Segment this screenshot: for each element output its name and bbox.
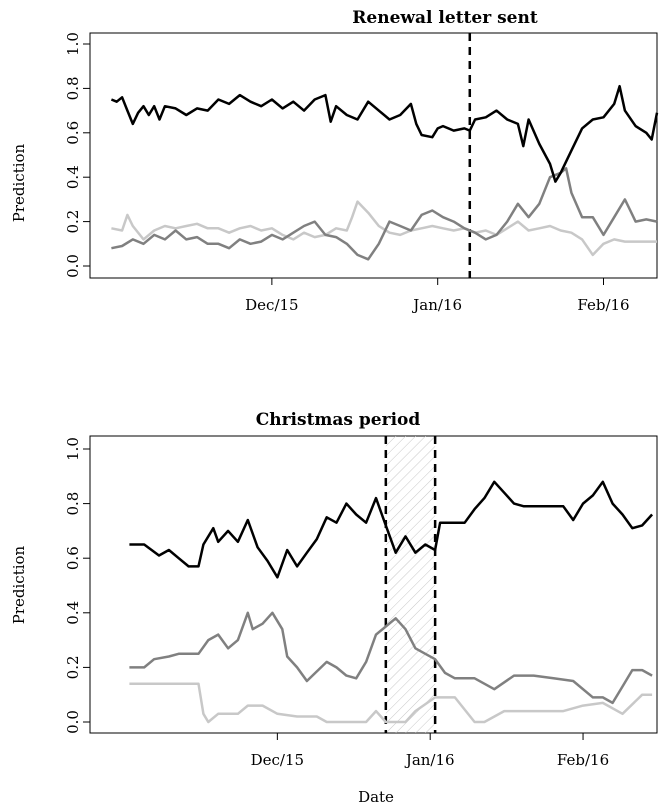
y-tick-label: 0.8 <box>64 492 82 516</box>
plot-box <box>89 435 658 734</box>
series-line <box>129 480 654 579</box>
chart-title: Renewal letter sent <box>352 8 538 28</box>
x-tick-label: Jan/16 <box>411 296 462 314</box>
plot-box <box>89 32 658 279</box>
y-axis-label: Prediction <box>10 545 28 624</box>
x-axis: Dec/15 Jan/16 Feb/16 <box>245 278 630 314</box>
annotation-layer <box>384 436 437 733</box>
y-tick-label: 0.6 <box>64 546 82 570</box>
x-tick-label: Dec/15 <box>245 296 298 314</box>
panel-renewal: Renewal letter sent Prediction 0.0 0.2 0.4… <box>10 8 659 314</box>
series-layer <box>110 84 659 261</box>
x-tick-label: Jan/16 <box>404 751 455 769</box>
y-tick-label: 0.8 <box>64 76 82 100</box>
series-line <box>111 167 658 261</box>
series-layer <box>129 480 654 724</box>
y-tick-label: 0.0 <box>64 254 82 278</box>
x-tick-label: Dec/15 <box>251 751 304 769</box>
y-axis: 0.0 0.2 0.4 0.6 0.8 1.0 <box>64 437 90 734</box>
y-tick-label: 0.4 <box>64 601 82 625</box>
x-axis: Dec/15 Jan/16 Feb/16 <box>251 733 609 769</box>
y-tick-label: 0.0 <box>64 710 82 734</box>
y-tick-label: 0.2 <box>64 210 82 234</box>
y-tick-label: 0.6 <box>64 121 82 145</box>
y-tick-label: 1.0 <box>64 32 82 56</box>
x-tick-label: Feb/16 <box>557 751 609 769</box>
series-line <box>111 200 657 257</box>
y-tick-label: 0.4 <box>64 165 82 189</box>
series-line <box>110 84 659 183</box>
series-line <box>129 611 653 705</box>
y-axis: 0.0 0.2 0.4 0.6 0.8 1.0 <box>64 32 90 278</box>
y-tick-label: 1.0 <box>64 437 82 461</box>
panel-christmas: Christmas period Prediction Date 0.00.20… <box>10 410 658 806</box>
chart-title: Christmas period <box>256 410 421 430</box>
shaded-period <box>385 436 436 733</box>
y-tick-label: 0.2 <box>64 655 82 679</box>
x-tick-label: Feb/16 <box>577 296 629 314</box>
x-axis-label: Date <box>358 788 394 806</box>
y-axis-label: Prediction <box>10 143 28 222</box>
series-line <box>129 682 653 724</box>
